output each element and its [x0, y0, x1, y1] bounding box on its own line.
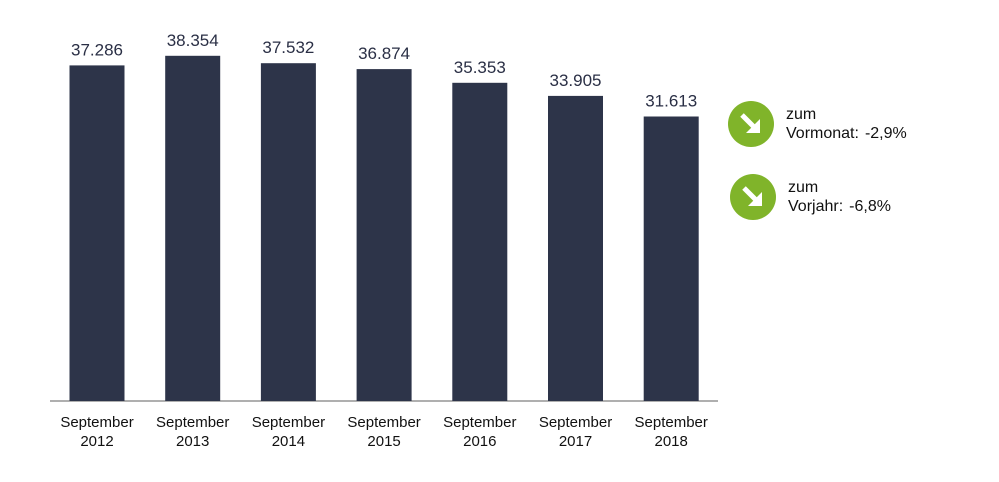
x-tick-label-2018: September 2018: [635, 414, 708, 450]
value-label-2015: 36.874: [358, 44, 410, 63]
bar-2012: [69, 65, 125, 402]
x-tick-label-2013: September 2013: [156, 414, 229, 450]
value-label-2016: 35.353: [454, 58, 506, 77]
change-vorjahr-text: zum Vorjahr: -6,8%: [788, 178, 891, 216]
x-tick-label-2017: September 2017: [539, 414, 612, 450]
change-vormonat-value: -2,9%: [864, 125, 907, 142]
change-vormonat: zum Vormonat: -2,9%: [728, 101, 907, 147]
arrow-down-right-icon: [730, 174, 776, 220]
value-label-2017: 33.905: [550, 71, 602, 90]
change-vorjahr-value: -6,8%: [849, 198, 891, 215]
bar-2013: [165, 55, 221, 402]
change-vormonat-label: Vormonat:: [786, 125, 859, 142]
bar-2016: [452, 82, 508, 402]
x-tick-label-2015: September 2015: [347, 414, 420, 450]
change-vorjahr: zum Vorjahr: -6,8%: [730, 174, 891, 220]
x-tick-label-2012: September 2012: [60, 414, 133, 450]
x-tick-label-2014: September 2014: [252, 414, 325, 450]
bar-2014: [260, 63, 316, 401]
value-label-2013: 38.354: [167, 31, 219, 50]
change-vorjahr-line1: zum: [788, 179, 819, 196]
value-label-2014: 37.532: [262, 38, 314, 57]
bar-2015: [356, 69, 412, 401]
bar-2017: [548, 95, 603, 402]
bar-2018: [643, 116, 699, 401]
value-label-2012: 37.286: [71, 40, 123, 59]
value-label-2018: 31.613: [645, 92, 697, 111]
change-vorjahr-label: Vorjahr:: [788, 198, 844, 215]
x-tick-labels-group: September 2012 September 2013 September 2014 S…: [60, 414, 708, 450]
bars-group: [69, 55, 699, 402]
arrow-down-right-icon: [728, 101, 774, 147]
change-vormonat-text: zum Vormonat: -2,9%: [786, 105, 907, 143]
x-tick-label-2016: September 2016: [443, 414, 516, 450]
change-vormonat-line1: zum: [786, 106, 817, 123]
value-labels-group: 37.286 38.354 37.532 36.874 35.353 33.905 31.6…: [71, 31, 697, 111]
